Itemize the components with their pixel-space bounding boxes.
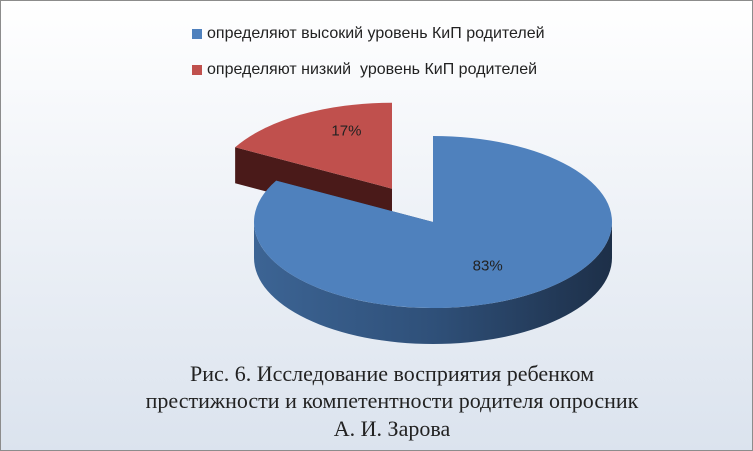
legend-label: определяют высокий уровень КиП родителей [207, 25, 545, 42]
caption-line: А. И. Зарова [334, 416, 451, 441]
caption-line: престижности и компетентности родителя о… [146, 388, 639, 413]
value-label: 83% [473, 257, 503, 274]
legend-label: определяют низкий уровень КиП родителей [207, 61, 537, 78]
caption-line: Рис. 6. Исследование восприятия ребенком [190, 361, 594, 386]
legend-swatch [192, 65, 202, 75]
slice-side [254, 222, 612, 344]
value-label: 17% [331, 123, 361, 140]
slice [235, 102, 392, 189]
slice [253, 136, 612, 308]
legend-swatch [192, 29, 202, 39]
